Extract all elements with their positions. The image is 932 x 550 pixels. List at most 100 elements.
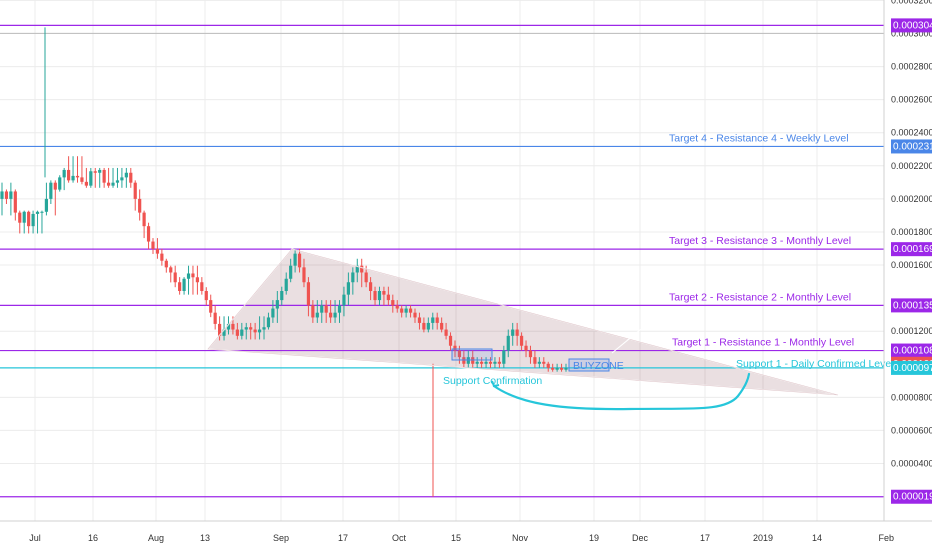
candle-body — [271, 308, 275, 318]
candle-body — [240, 329, 244, 336]
price-badge-label: 0.0001696 — [893, 244, 932, 255]
price-badge — [891, 139, 932, 154]
candle-body — [138, 198, 142, 213]
candle-body — [284, 278, 288, 292]
candle-body — [80, 177, 84, 182]
candle-body — [84, 181, 88, 186]
candle-body — [493, 361, 497, 364]
buyzone-box — [568, 358, 610, 372]
candle-body — [218, 323, 222, 336]
wedge-outline-inner — [207, 248, 839, 396]
y-tick-label: 0.0002600 — [891, 95, 932, 105]
candle-body — [111, 182, 115, 186]
candle-body — [0, 191, 4, 199]
x-tick-label: Oct — [392, 533, 407, 543]
candle-body — [315, 312, 319, 318]
candle-body — [120, 177, 124, 181]
price-badge-label: 0.0003049 — [893, 20, 932, 31]
x-tick-label: 15 — [451, 533, 461, 543]
candle-body — [417, 317, 422, 323]
candle-body — [564, 367, 568, 370]
y-axis[interactable]: 0.0000400 0.0000600 0.0000800 0.0001200 0.00… — [891, 0, 932, 469]
candle-body — [533, 357, 537, 364]
x-tick-label: Sep — [273, 533, 289, 543]
candle-body — [164, 260, 168, 268]
candle-body — [444, 329, 448, 336]
candle-body — [93, 171, 97, 173]
candle-body — [40, 211, 44, 213]
candle-body — [31, 213, 35, 227]
candle-body — [280, 291, 284, 301]
candle-body — [360, 265, 364, 273]
x-tick-label: Dec — [632, 533, 649, 543]
candle-body — [35, 211, 40, 214]
candle-body — [306, 282, 311, 306]
wedge-fill — [208, 249, 838, 395]
candle-body — [173, 272, 177, 283]
candle-body — [386, 294, 390, 301]
candle-body — [484, 361, 488, 364]
candle-body — [515, 329, 519, 336]
candle-body — [27, 211, 31, 227]
y-tick-label: 0.0002800 — [891, 62, 932, 72]
candle-body — [142, 212, 146, 227]
candle-body — [320, 305, 324, 313]
price-level-badges: 0.0003049 0.0002317 0.0001696 0.0001356 0.00… — [891, 18, 932, 504]
y-tick-label: 0.0002000 — [891, 194, 932, 204]
candle-body — [480, 361, 484, 364]
candle-body — [9, 191, 13, 199]
price-badge — [891, 360, 932, 375]
candle-body — [44, 198, 49, 212]
candle-body — [382, 291, 386, 295]
y-tick-label: 0.0003200 — [891, 0, 932, 5]
candle-body — [364, 272, 368, 283]
candle-body — [497, 361, 501, 364]
x-tick-label: Aug — [148, 533, 164, 543]
candle-body — [373, 291, 377, 301]
candle-body — [555, 367, 559, 370]
y-tick-label: 0.0000400 — [891, 459, 932, 469]
candle-body — [53, 182, 57, 190]
price-badge-label: 0.0002317 — [893, 141, 932, 152]
level-note: Target 2 - Resistance 2 - Monthly Level — [669, 291, 851, 303]
price-level-lines — [0, 24, 884, 498]
y-tick-label: 0.0000600 — [891, 425, 932, 435]
x-tick-label: 14 — [812, 533, 822, 543]
price-badge — [891, 343, 932, 358]
price-badge-label: 0.0000199 — [893, 492, 932, 503]
candles — [0, 156, 568, 372]
x-tick-label: 13 — [200, 533, 210, 543]
price-badge-label: 0.0000978 — [893, 363, 932, 374]
candle-body — [222, 329, 226, 336]
x-tick-label: 2019 — [753, 533, 773, 543]
candle-body — [235, 329, 239, 336]
target-arrowhead — [654, 310, 664, 320]
candle-body — [297, 253, 302, 268]
candle-body — [146, 226, 151, 242]
candle-body — [106, 182, 111, 186]
candle-body — [333, 312, 337, 318]
candle-body — [293, 253, 297, 266]
price-badge — [891, 18, 932, 33]
candle-body — [457, 350, 462, 358]
candle-body — [18, 212, 22, 223]
price-badge — [891, 489, 932, 504]
level-note: Target 4 - Resistance 4 - Weekly Level — [669, 132, 849, 144]
x-tick-label: 19 — [589, 533, 599, 543]
candle-body — [22, 211, 26, 223]
candle-body — [311, 305, 315, 318]
x-axis[interactable]: Jul 16 Aug 13 Sep 17 Oct 15 Nov 19 Dec 17 2019 14 Feb — [29, 533, 894, 543]
x-tick-label: 17 — [338, 533, 348, 543]
target-arrow — [611, 310, 664, 354]
candle-body — [151, 241, 155, 249]
candle-body — [204, 291, 208, 301]
y-tick-label: 0.0002400 — [891, 128, 932, 138]
x-tick-label: 17 — [700, 533, 710, 543]
candle-body — [329, 312, 333, 318]
candle-body — [249, 327, 253, 330]
candle-body — [253, 329, 257, 333]
candle-body — [528, 350, 533, 358]
candle-body — [524, 345, 528, 351]
